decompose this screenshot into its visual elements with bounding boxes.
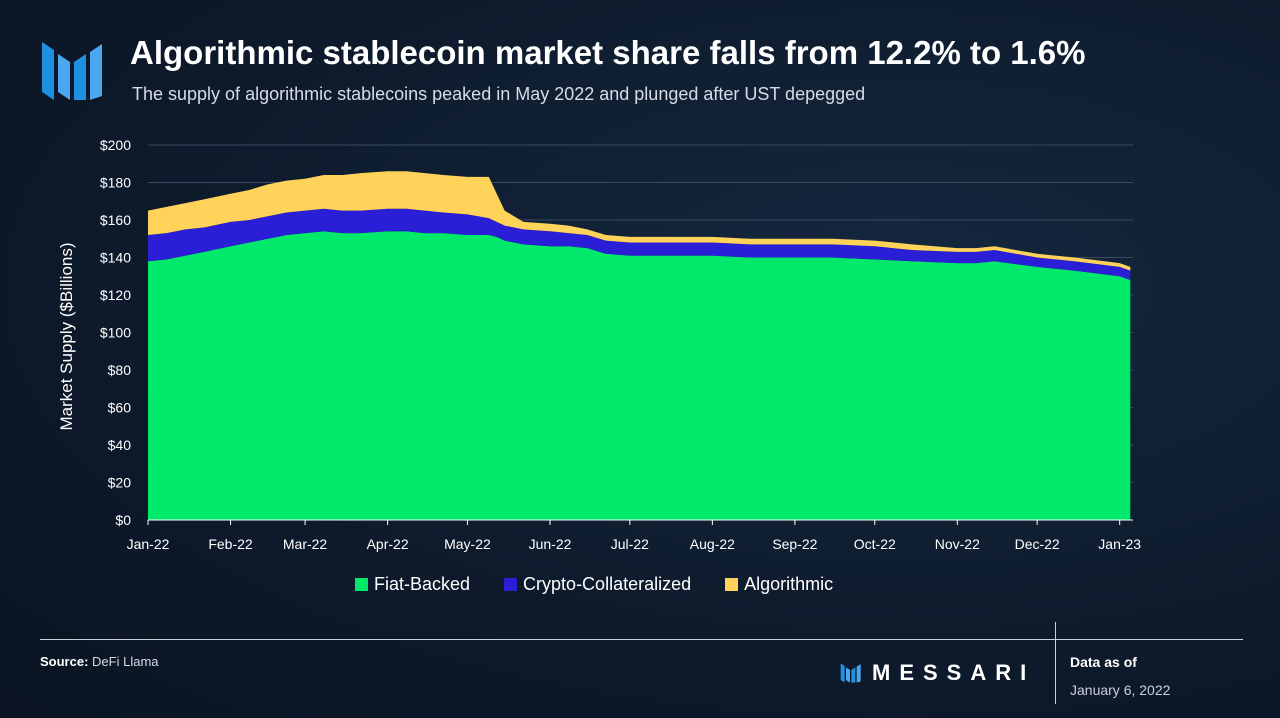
x-tick-label: Apr-22 (367, 536, 409, 552)
data-as-of-date: January 6, 2022 (1070, 682, 1171, 698)
area-series-fiat-backed (148, 231, 1131, 521)
x-tick-label: Mar-22 (283, 536, 328, 552)
legend-label-fiat: Fiat-Backed (374, 574, 471, 594)
legend-item-crypto: Crypto-Collateralized (504, 574, 691, 595)
legend-item-algo: Algorithmic (725, 574, 833, 595)
brand-block: MESSARI (840, 660, 1035, 686)
x-tick-label: May-22 (444, 536, 491, 552)
y-tick-label: $0 (115, 512, 131, 528)
x-tick-label: Sep-22 (772, 536, 817, 552)
x-tick-label: Nov-22 (935, 536, 980, 552)
legend-label-algo: Algorithmic (744, 574, 834, 594)
x-tick-label: Feb-22 (208, 536, 253, 552)
chart-subtitle: The supply of algorithmic stablecoins pe… (132, 84, 866, 104)
brand-wordmark: MESSARI (872, 660, 1036, 685)
x-tick-label: Oct-22 (854, 536, 896, 552)
legend-swatch-fiat (355, 578, 368, 591)
y-tick-label: $100 (100, 325, 131, 341)
source-value: DeFi Llama (92, 654, 159, 669)
chart-legend: Fiat-Backed Crypto-Collateralized Algori… (355, 574, 833, 595)
footer-divider (40, 639, 1243, 640)
source-note: Source: DeFi Llama (40, 654, 159, 669)
footer-vertical-divider (1055, 622, 1056, 704)
x-tick-label: Jul-22 (611, 536, 649, 552)
legend-label-crypto: Crypto-Collateralized (523, 574, 692, 594)
y-tick-label: $80 (108, 362, 132, 378)
y-tick-label: $200 (100, 137, 131, 153)
x-tick-label: Jan-22 (127, 536, 170, 552)
legend-swatch-algo (725, 578, 739, 591)
y-tick-label: $140 (100, 250, 131, 266)
y-tick-label: $20 (108, 475, 132, 491)
messari-logo-icon (42, 42, 102, 100)
y-tick-label: $180 (100, 175, 131, 191)
data-as-of-label: Data as of (1070, 654, 1137, 670)
area-series-algorithmic (148, 171, 1131, 271)
messari-small-logo-icon (840, 663, 861, 683)
x-tick-label: Aug-22 (690, 536, 735, 552)
x-tick-label: Jun-22 (529, 536, 572, 552)
y-axis-label: Market Supply ($Billions) (57, 242, 76, 430)
y-tick-label: $40 (108, 437, 132, 453)
legend-item-fiat: Fiat-Backed (355, 574, 470, 595)
y-tick-label: $120 (100, 287, 131, 303)
legend-swatch-crypto (504, 578, 518, 591)
y-tick-label: $60 (108, 400, 132, 416)
x-tick-label: Dec-22 (1015, 536, 1060, 552)
area-series-crypto-collateralized (148, 208, 1131, 280)
y-tick-label: $160 (100, 212, 131, 228)
chart-title: Algorithmic stablecoin market share fall… (130, 34, 1086, 71)
source-label: Source: (40, 654, 89, 669)
x-tick-label: Jan-23 (1098, 536, 1141, 552)
